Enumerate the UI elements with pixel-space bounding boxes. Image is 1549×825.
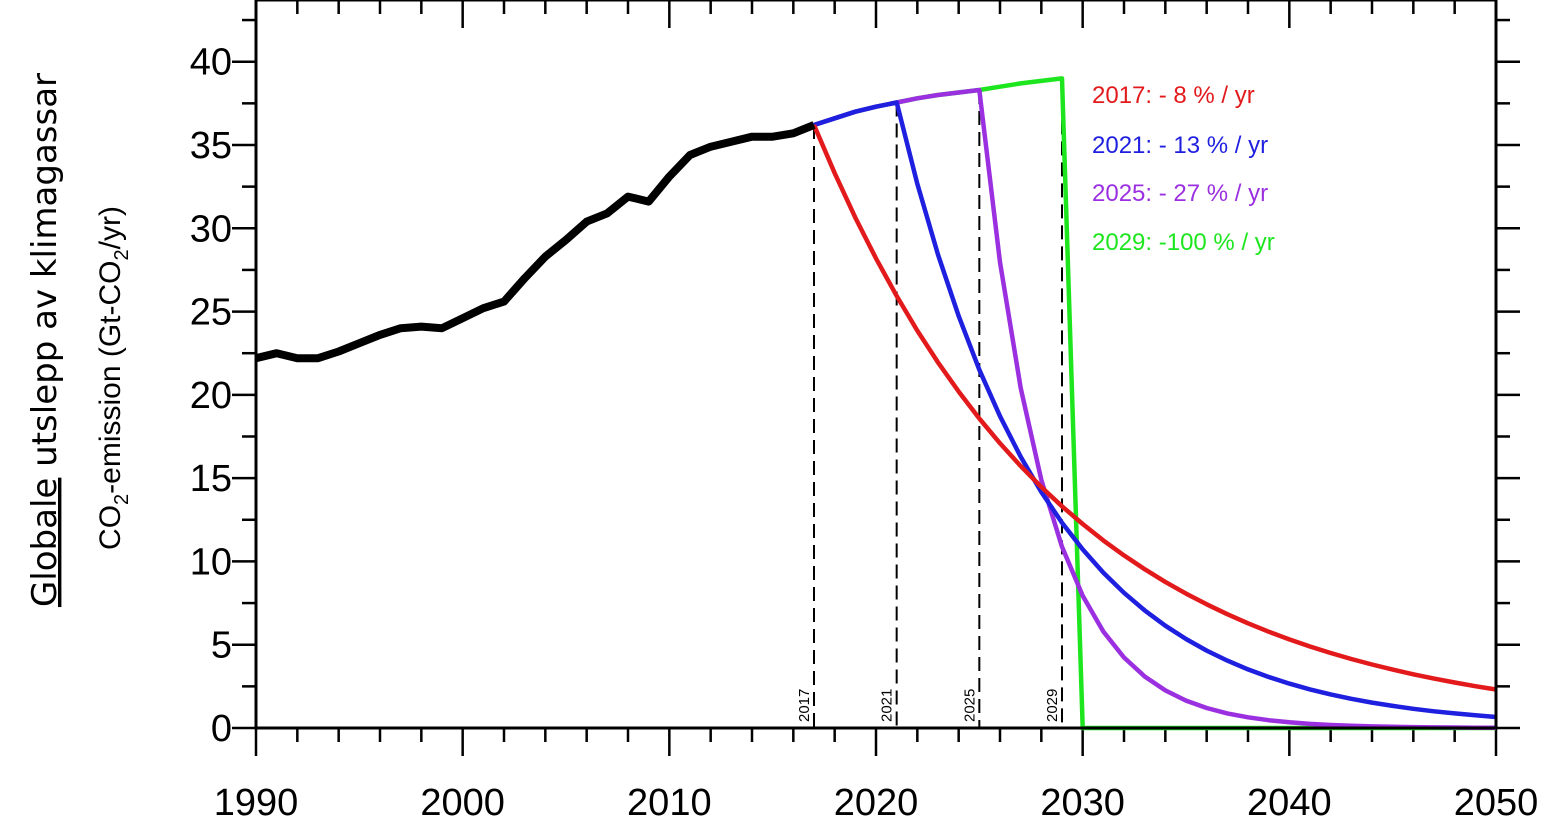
y-tick-label: 15: [190, 458, 232, 500]
series-lines: [255, 76, 1497, 731]
x-tick-label: 2030: [1040, 782, 1125, 824]
x-tick-label: 2020: [834, 782, 919, 824]
start-year-label: 2021: [879, 689, 896, 722]
x-tick-label: 2010: [627, 782, 712, 824]
ylabel-sub2: 2: [111, 249, 133, 260]
y-tick-label: 20: [190, 375, 232, 417]
legend-entry: 2029: -100 % / yr: [1092, 229, 1275, 256]
legend-entry: 2025: - 27 % / yr: [1092, 180, 1268, 207]
y-axis-title-outer-rest: utslepp av klimagassar: [25, 73, 65, 478]
y-tick-label: 35: [190, 125, 232, 167]
start-year-label: 2025: [961, 689, 978, 722]
y-tick-label: 10: [190, 541, 232, 583]
legend: 2017: - 8 % / yr 2021: - 13 % / yr 2025: -…: [1092, 82, 1275, 256]
legend-entry: 2017: - 8 % / yr: [1092, 82, 1255, 109]
y-tick-label: 0: [211, 708, 232, 750]
y-axis-title-outer-underlined: Globale: [25, 478, 65, 607]
y-axis-title-outer: Globale utslepp av klimagassar: [25, 73, 65, 607]
series-line: [811, 124, 1497, 692]
ylabel-suffix: /yr): [94, 206, 127, 249]
y-tick-label: 5: [211, 625, 232, 667]
plot-frame: [254, 0, 1498, 730]
ylabel-prefix: CO: [94, 505, 127, 550]
start-year-label: 2017: [796, 689, 813, 722]
y-tick-label: 25: [190, 292, 232, 334]
y-axis-title-inner: CO2-emission (Gt-CO2/yr): [94, 206, 133, 550]
y-tick-label: 30: [190, 208, 232, 250]
axis-ticks: [232, 0, 1520, 756]
ylabel-sub1: 2: [111, 494, 133, 505]
x-tick-label: 2040: [1247, 782, 1332, 824]
y-tick-label: 40: [190, 42, 232, 84]
x-tick-label: 2000: [420, 782, 505, 824]
start-year-label: 2029: [1044, 689, 1061, 722]
ylabel-middle: -emission (Gt-CO: [94, 260, 127, 493]
x-tick-label: 1990: [214, 782, 299, 824]
legend-entry: 2021: - 13 % / yr: [1092, 132, 1268, 159]
start-year-markers: 2017 2021 2025 2029: [796, 78, 1063, 728]
tick-labels: 1990 2000 2010 2020 2030 2040 2050051015202530…: [190, 42, 1539, 824]
series-line: [813, 100, 1497, 720]
x-tick-label: 2050: [1454, 782, 1539, 824]
historical-line: [255, 121, 816, 363]
